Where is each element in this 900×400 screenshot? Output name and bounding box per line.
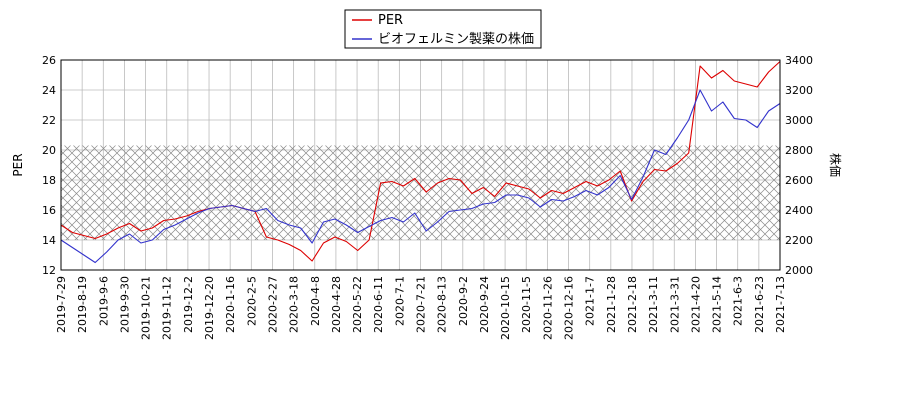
x-tick-label: 2019-12-2 — [182, 276, 195, 333]
y-tick-label-left: 14 — [42, 234, 56, 247]
y-tick-label-right: 2200 — [785, 234, 813, 247]
y-tick-label-right: 2600 — [785, 174, 813, 187]
x-tick-label: 2019-7-29 — [55, 276, 68, 333]
x-tick-label: 2021-6-23 — [753, 276, 766, 333]
x-tick-label: 2021-4-20 — [689, 276, 702, 333]
y-tick-label-right: 2800 — [785, 144, 813, 157]
y-tick-label-right: 2400 — [785, 204, 813, 217]
x-tick-label: 2020-7-21 — [415, 276, 428, 333]
y-tick-label-left: 22 — [42, 114, 56, 127]
x-tick-label: 2020-5-22 — [351, 276, 364, 333]
y-tick-label-left: 20 — [42, 144, 56, 157]
legend-label-per: PER — [378, 13, 403, 28]
series-line-per — [60, 61, 781, 262]
y-tick-label-left: 16 — [42, 204, 56, 217]
x-tick-label: 2021-2-18 — [626, 276, 639, 333]
x-tick-label: 2020-4-28 — [330, 276, 343, 333]
y-tick-label-left: 26 — [42, 54, 56, 67]
y-axis-label-right: 株価 — [828, 153, 843, 177]
x-tick-label: 2020-7-1 — [393, 276, 406, 326]
x-tick-label: 2019-9-30 — [118, 276, 131, 333]
x-tick-label: 2019-8-19 — [76, 276, 89, 333]
x-tick-label: 2020-2-5 — [245, 276, 258, 326]
y-tick-label-left: 18 — [42, 174, 56, 187]
x-tick-label: 2020-2-27 — [266, 276, 279, 333]
y-tick-label-right: 3200 — [785, 84, 813, 97]
legend-label-price: ビオフェルミン製薬の株価 — [378, 32, 534, 47]
x-tick-label: 2020-3-18 — [288, 276, 301, 333]
y-tick-label-right: 3400 — [785, 54, 813, 67]
y-tick-label-right: 2000 — [785, 264, 813, 277]
shaded-band — [61, 145, 780, 240]
y-tick-label-right: 3000 — [785, 114, 813, 127]
x-tick-label: 2020-11-26 — [541, 276, 554, 340]
x-tick-label: 2021-3-31 — [668, 276, 681, 333]
x-tick-label: 2019-9-6 — [97, 276, 110, 326]
x-tick-label: 2020-9-24 — [478, 276, 491, 333]
y-axis-label-left: PER — [11, 153, 25, 176]
series-lines — [60, 61, 781, 264]
series-line-price — [60, 89, 781, 264]
x-tick-label: 2020-9-2 — [457, 276, 470, 326]
x-tick-label: 2021-1-28 — [605, 276, 618, 333]
axis-ticks: 12 14 16 18 20 22 24 26 2000 2200 2400 2600 2800 3000… — [42, 54, 813, 340]
x-tick-label: 2021-5-14 — [711, 276, 724, 333]
x-tick-label: 2019-12-20 — [203, 276, 216, 340]
x-tick-label: 2021-7-13 — [774, 276, 787, 333]
y-tick-label-left: 12 — [42, 264, 56, 277]
x-tick-label: 2020-12-16 — [563, 276, 576, 340]
x-tick-label: 2020-10-15 — [499, 276, 512, 340]
y-tick-label-left: 24 — [42, 84, 56, 97]
legend: PER ビオフェルミン製薬の株価 — [344, 9, 542, 49]
x-tick-label: 2020-11-5 — [520, 276, 533, 333]
x-tick-label: 2021-6-3 — [732, 276, 745, 326]
x-tick-label: 2020-6-11 — [372, 276, 385, 333]
plot-frame — [60, 59, 781, 271]
x-tick-label: 2021-1-7 — [584, 276, 597, 326]
x-tick-label: 2021-3-11 — [647, 276, 660, 333]
legend-box — [344, 9, 542, 49]
x-tick-label: 2020-4-8 — [309, 276, 322, 326]
x-tick-label: 2020-8-13 — [436, 276, 449, 333]
x-tick-label: 2019-11-12 — [161, 276, 174, 340]
x-tick-label: 2019-10-21 — [140, 276, 153, 340]
x-tick-label: 2020-1-16 — [224, 276, 237, 333]
